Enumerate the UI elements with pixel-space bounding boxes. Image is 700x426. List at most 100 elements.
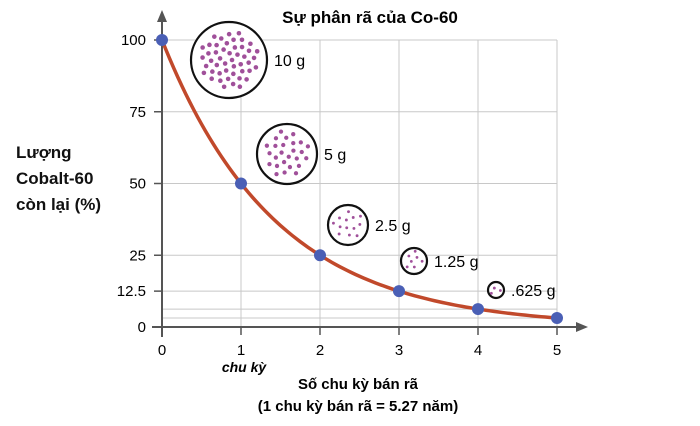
atom-dot (217, 71, 222, 76)
sample-circle-3: 1.25 g (399, 246, 478, 276)
atom-dot (352, 226, 356, 230)
atom-dot (332, 221, 335, 225)
sample-mass-label: 1.25 g (434, 254, 478, 271)
atom-dot (239, 44, 245, 50)
atom-dot (281, 142, 286, 148)
y-tick-labels: 100 75 50 25 12.5 0 (117, 32, 162, 336)
atom-dot (247, 68, 252, 74)
x-axis-label-line-1: Số chu kỳ bán rã (298, 376, 419, 393)
atom-dot (294, 156, 299, 161)
atom-dot (359, 214, 362, 218)
atom-dot (248, 41, 253, 47)
atom-dot (273, 155, 278, 160)
atom-dot (231, 71, 236, 77)
atom-dot (291, 132, 296, 137)
atom-dot (244, 77, 249, 82)
atom-dot (293, 171, 299, 176)
data-point (156, 34, 168, 46)
atom-dot (492, 286, 496, 290)
x-tick-label: 2 (316, 342, 324, 359)
sample-mass-label: 2.5 g (375, 218, 411, 235)
data-point (314, 249, 326, 262)
atom-dot (200, 45, 205, 50)
data-point (472, 303, 484, 316)
atom-dot (299, 149, 304, 155)
atom-dot (284, 135, 289, 140)
atom-dot (405, 265, 409, 269)
atom-dot (223, 68, 229, 73)
y-tick-label: 75 (129, 104, 146, 121)
atom-dot (232, 45, 238, 50)
atom-dot (291, 140, 296, 146)
data-point (235, 177, 247, 190)
y-axis-label-line-1: Lượng (16, 143, 72, 162)
atom-dot (203, 63, 209, 69)
atom-dot (217, 56, 223, 61)
atom-dot (274, 172, 279, 177)
atom-dot (355, 234, 359, 238)
atom-dot (282, 170, 287, 175)
x-tick-label: 3 (395, 342, 403, 359)
atom-dot (267, 162, 272, 167)
atom-dot (254, 49, 260, 54)
atom-dot (231, 37, 236, 43)
atom-dot (338, 225, 342, 229)
y-axis-arrow (157, 10, 167, 22)
atom-dot (230, 81, 236, 87)
atom-dot (237, 84, 243, 90)
x-tick-label: 4 (474, 342, 482, 359)
atom-dot (236, 30, 242, 36)
atom-dot (253, 65, 259, 70)
x-axis-arrow (576, 322, 588, 332)
atom-dot (344, 218, 348, 222)
y-tick-label: 12.5 (117, 283, 146, 300)
atom-dot (358, 222, 362, 226)
atom-dot (345, 226, 349, 230)
data-points (156, 34, 563, 325)
y-axis-label: Lượng Cobalt-60 còn lại (%) (16, 140, 126, 218)
data-point (551, 312, 563, 325)
decay-curve (160, 39, 558, 320)
atom-dot (489, 291, 493, 295)
atom-dot (221, 47, 226, 52)
atom-dot (235, 52, 240, 57)
sample-annotations: 10 g 5 g 2.5 g 1.25 g .625 g (189, 20, 555, 300)
atom-dot (305, 144, 311, 149)
atom-dot (239, 37, 245, 43)
data-point (393, 285, 405, 298)
atom-dot (407, 254, 411, 258)
sample-mass-label: 5 g (324, 147, 346, 164)
x-tick-label: 0 (158, 342, 166, 359)
atom-dot (237, 76, 242, 81)
y-axis-label-line-2: Cobalt-60 (16, 169, 94, 188)
atom-dot (229, 57, 235, 63)
y-axis-label-line-3: còn lại (%) (16, 195, 102, 214)
atom-dot (337, 232, 341, 236)
atom-dot (347, 210, 350, 214)
chart-title: Sự phân rã của Co-60 (282, 8, 458, 27)
atom-dot (212, 34, 217, 39)
atom-dot (412, 265, 416, 269)
atom-dot (287, 164, 293, 170)
sample-circle-0: 10 g (189, 20, 305, 100)
atom-dot (226, 31, 232, 37)
sample-mass-label: .625 g (511, 283, 555, 300)
atom-dot (298, 140, 303, 145)
x-tick-label: 1 (237, 342, 245, 359)
atom-dot (251, 55, 257, 61)
atom-dot (264, 143, 270, 148)
y-tick-label: 50 (129, 176, 146, 193)
atom-dot (218, 36, 224, 41)
atom-dot (291, 148, 296, 153)
atom-dot (273, 136, 279, 141)
atom-dot (231, 64, 237, 69)
atom-dot (279, 150, 284, 155)
axes (152, 10, 588, 337)
atom-dot (221, 84, 227, 90)
sample-mass-label: 10 g (274, 53, 305, 70)
atom-dot (413, 249, 417, 253)
atom-dot (347, 233, 351, 237)
atom-dot (267, 151, 272, 156)
atom-dot (225, 76, 231, 82)
